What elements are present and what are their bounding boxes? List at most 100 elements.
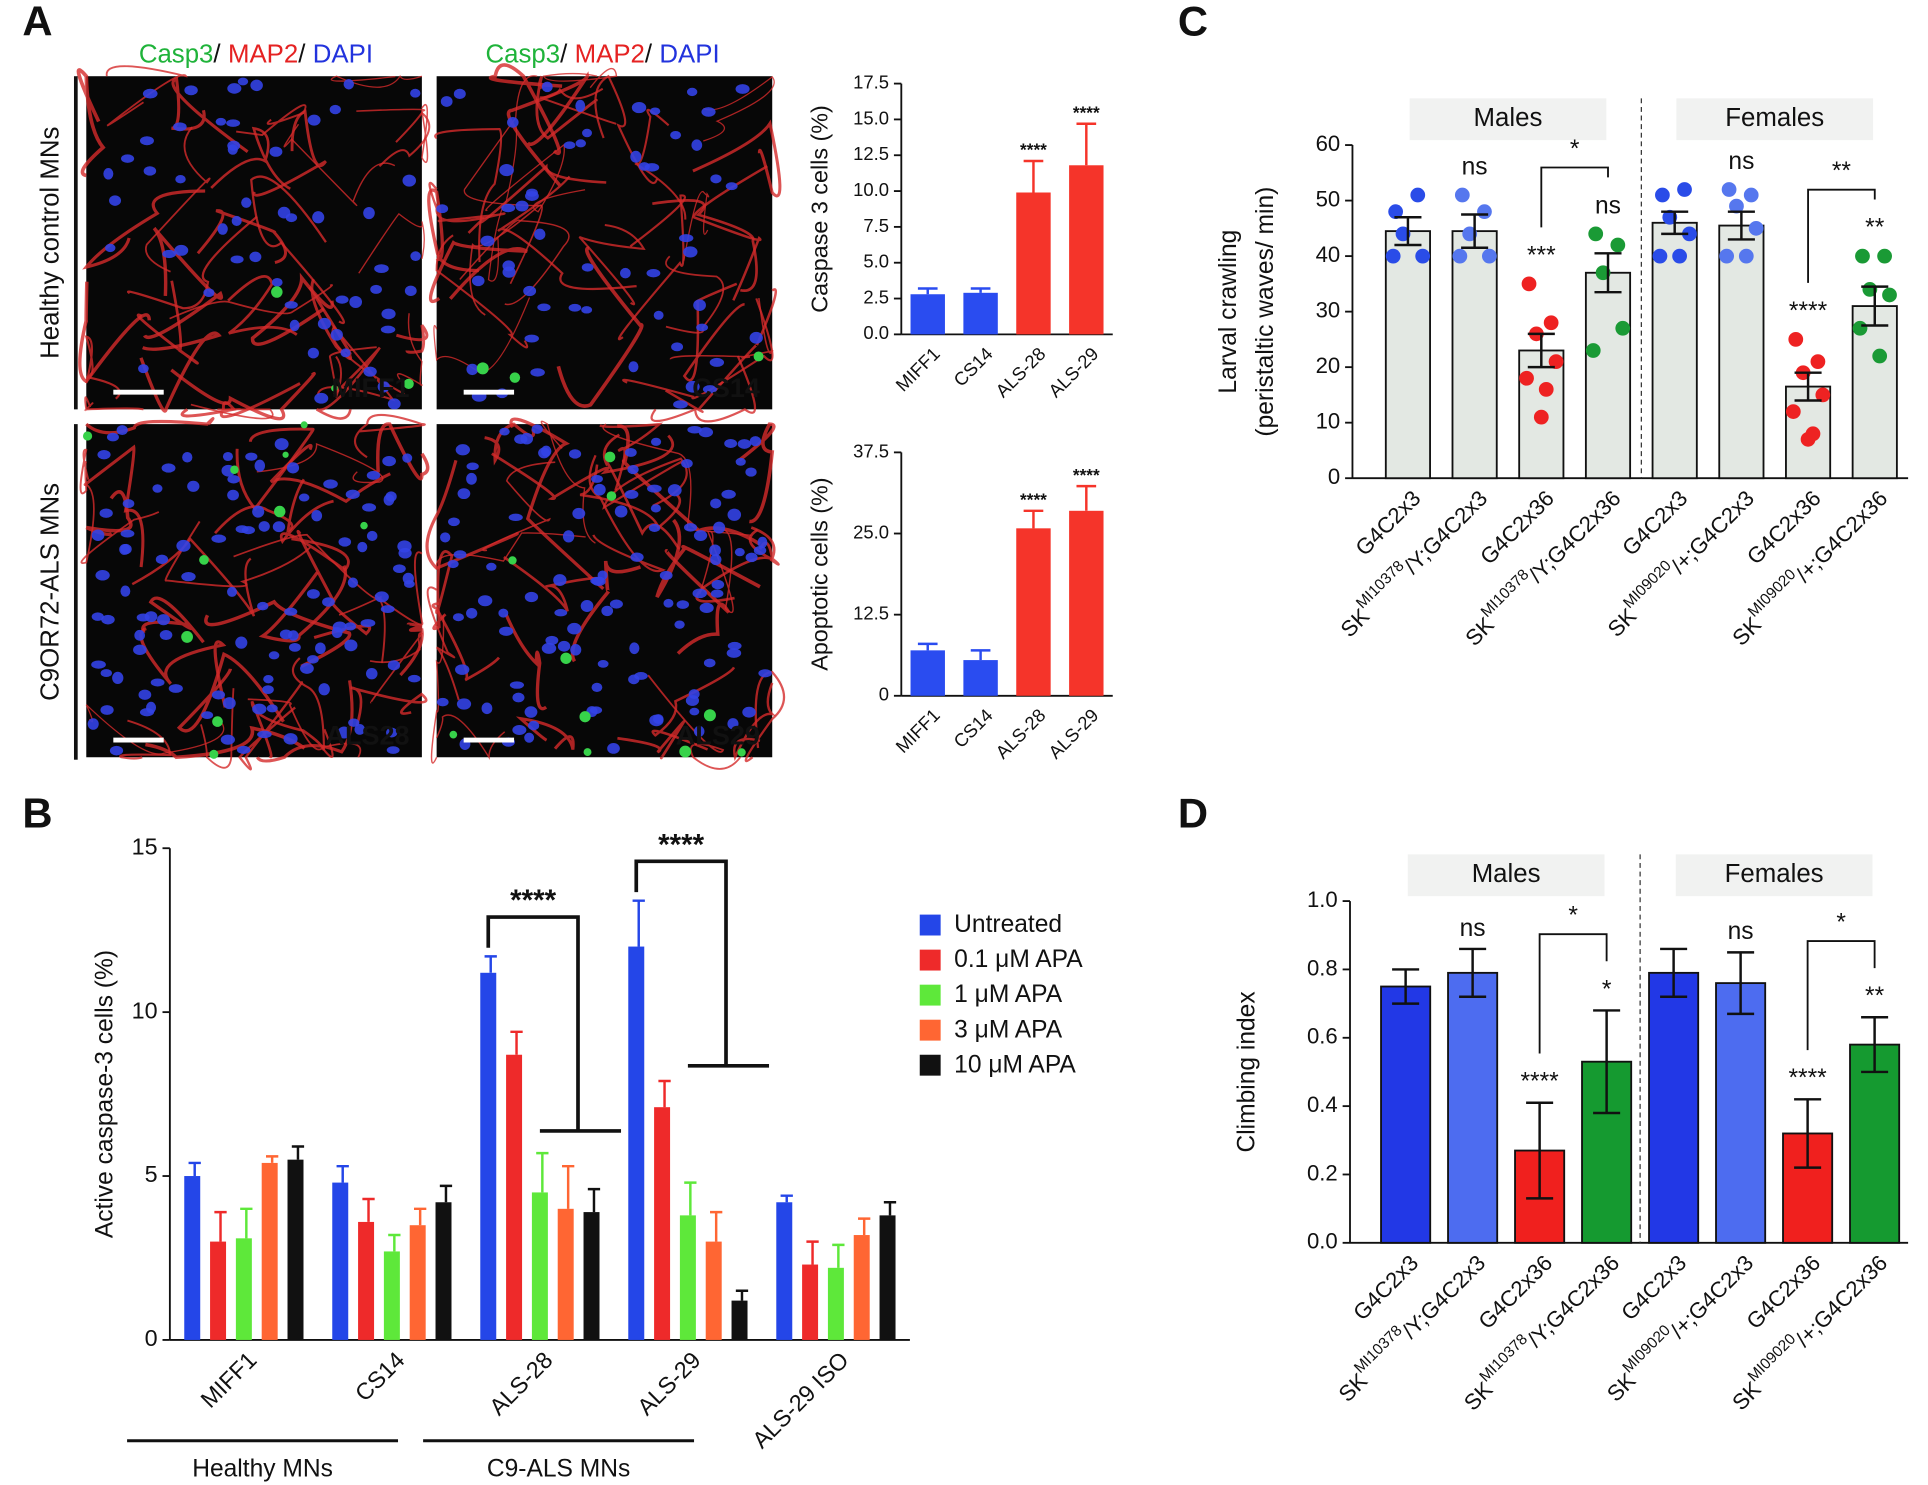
neurite: [540, 420, 596, 544]
nucleus: [262, 685, 274, 694]
significance-label: ns: [1462, 153, 1488, 180]
nucleus: [279, 629, 293, 640]
bar: [1648, 971, 1700, 1244]
nucleus: [258, 521, 270, 532]
nucleus: [757, 536, 768, 549]
neurite: [79, 448, 90, 495]
nucleus: [272, 521, 286, 533]
nucleus: [120, 585, 131, 597]
significance-label: ****: [1073, 465, 1100, 485]
nucleus: [448, 517, 460, 527]
nucleus: [591, 682, 603, 693]
nucleus: [283, 733, 298, 745]
stain-header: Casp3/MAP2/DAPI: [139, 40, 373, 68]
nucleus: [440, 532, 451, 543]
neurite: [698, 528, 734, 614]
micrograph: [86, 424, 422, 758]
nucleus: [631, 101, 647, 114]
nucleus: [629, 642, 640, 655]
significance-label: ns: [1460, 915, 1486, 942]
nucleus: [554, 609, 568, 617]
nucleus: [374, 591, 389, 603]
neurite: [428, 181, 506, 223]
nucleus: [727, 508, 742, 521]
significance-label: *: [1568, 903, 1578, 930]
nucleus: [501, 203, 516, 213]
x-tick-label: MIFF1: [891, 704, 943, 756]
nucleus: [724, 438, 738, 449]
nucleus: [252, 505, 265, 518]
nucleus: [601, 605, 614, 617]
bar: [557, 1208, 574, 1340]
nucleus: [481, 702, 493, 715]
neurite: [647, 674, 742, 770]
nucleus: [344, 639, 358, 652]
neurite: [376, 422, 430, 481]
nucleus: [374, 264, 389, 274]
x-tick-label: MIFF1: [891, 343, 943, 395]
nucleus: [184, 85, 198, 96]
nucleus: [693, 530, 708, 541]
row-label: C9OR72-ALS MNs: [37, 483, 65, 701]
x-tick-label-part: SK: [1727, 1376, 1766, 1415]
nucleus: [237, 77, 249, 86]
error-bar: [1527, 332, 1555, 369]
nucleus: [570, 644, 582, 656]
legend-label: 3 μM APA: [954, 1016, 1063, 1043]
nucleus: [176, 539, 191, 552]
neurite: [482, 461, 556, 552]
group-label: Males: [1474, 104, 1543, 132]
data-point: [1877, 248, 1892, 264]
neurite: [144, 126, 211, 273]
nucleus: [288, 642, 301, 652]
neurite: [634, 108, 687, 220]
nucleus: [589, 706, 603, 714]
neurite: [210, 126, 291, 190]
nucleus: [109, 745, 124, 756]
neurite: [83, 396, 144, 412]
neurite: [353, 414, 426, 459]
data-point: [1852, 320, 1868, 336]
neurite: [504, 613, 548, 711]
significance-bracket: [1540, 166, 1609, 228]
nucleus: [138, 364, 149, 374]
y-tick-label: 5.0: [863, 251, 889, 272]
nucleus: [709, 544, 721, 557]
error-bar: [510, 1030, 523, 1055]
nucleus: [630, 150, 642, 163]
nucleus: [274, 438, 289, 451]
x-tick-label-part: MI10378: [1351, 1322, 1406, 1377]
casp3-spot: [509, 372, 521, 383]
error-bar: [414, 1207, 427, 1226]
casp3-spot: [212, 716, 223, 727]
nucleus: [266, 704, 278, 713]
legend-swatch: [919, 984, 941, 1006]
y-tick-label: 10: [1316, 409, 1341, 434]
nucleus: [150, 678, 165, 687]
nucleus: [314, 392, 329, 404]
data-point: [1588, 226, 1604, 242]
nucleus: [112, 671, 124, 685]
bar: [287, 1159, 304, 1340]
nucleus: [143, 166, 157, 176]
panel-label: A: [22, 0, 52, 45]
data-point: [1615, 320, 1631, 336]
nucleus: [252, 703, 267, 715]
x-tick-label-part: SK: [1460, 612, 1499, 651]
nucleus: [330, 329, 343, 341]
legend-swatch: [919, 1019, 941, 1041]
nucleus: [380, 325, 396, 334]
y-tick-label: 30: [1316, 297, 1341, 322]
nucleus: [692, 588, 707, 599]
nucleus: [91, 660, 106, 669]
legend-label: 0.1 μM APA: [954, 946, 1083, 973]
neurite: [291, 657, 334, 758]
neurite: [579, 464, 682, 530]
neurite: [435, 532, 586, 570]
nucleus: [235, 636, 248, 649]
nucleus: [758, 669, 772, 678]
y-tick-label: 12.5: [853, 143, 889, 164]
neurite: [200, 688, 235, 769]
nucleus: [286, 462, 300, 474]
stain-name: DAPI: [659, 40, 719, 68]
